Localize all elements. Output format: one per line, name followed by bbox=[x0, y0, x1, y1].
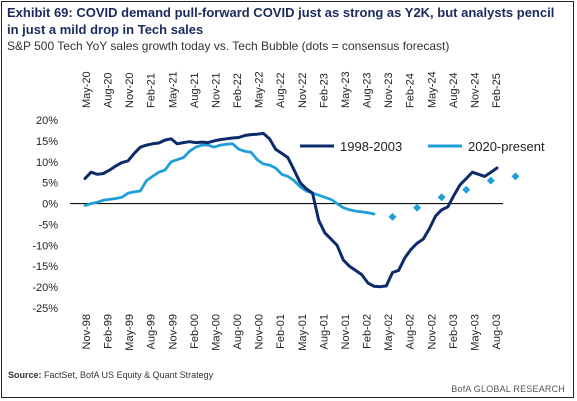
x-top-tick-label: May-23 bbox=[340, 71, 352, 108]
series-line-2020-present bbox=[83, 142, 376, 216]
y-tick-label: 5% bbox=[42, 178, 58, 190]
x-top-tick-label: Aug-22 bbox=[275, 73, 287, 108]
forecast-dot bbox=[462, 185, 471, 194]
x-top-tick-label: Nov-20 bbox=[124, 73, 136, 108]
y-tick-label: -20% bbox=[32, 282, 58, 294]
x-top-tick-label: Aug-23 bbox=[362, 73, 374, 108]
x-top-tick-label: Feb-24 bbox=[405, 73, 417, 108]
x-top-tick-label: Aug-21 bbox=[189, 73, 201, 108]
x-top-tick-label: Feb-23 bbox=[318, 73, 330, 108]
x-bottom-tick-label: May-00 bbox=[210, 314, 222, 351]
x-bottom-tick-label: May-02 bbox=[383, 314, 395, 351]
x-bottom-tick-label: Feb-99 bbox=[103, 314, 115, 349]
chart-subtitle: S&P 500 Tech YoY sales growth today vs. … bbox=[7, 39, 450, 53]
y-tick-label: -25% bbox=[32, 303, 58, 315]
forecast-dot bbox=[437, 193, 446, 202]
x-top-tick-label: May-24 bbox=[426, 71, 438, 108]
x-bottom-tick-label: Feb-03 bbox=[448, 314, 460, 349]
x-bottom-tick-label: Aug-02 bbox=[405, 314, 417, 349]
x-top-tick-label: Aug-24 bbox=[448, 73, 460, 108]
x-bottom-tick-label: Aug-00 bbox=[232, 314, 244, 349]
x-top-tick-label: May-21 bbox=[167, 71, 179, 108]
x-bottom-tick-label: Nov-98 bbox=[81, 314, 93, 349]
x-bottom-tick-label: Feb-00 bbox=[189, 314, 201, 349]
x-bottom-tick-label: Aug-03 bbox=[491, 314, 503, 349]
x-bottom-tick-label: Nov-01 bbox=[340, 314, 352, 349]
y-tick-label: 15% bbox=[36, 136, 58, 148]
x-bottom-tick-label: Nov-00 bbox=[254, 314, 266, 349]
forecast-dot bbox=[413, 203, 422, 212]
source-text: FactSet, BofA US Equity & Quant Strategy bbox=[44, 370, 214, 380]
legend-label-2020-present: 2020-present bbox=[468, 139, 545, 154]
x-bottom-tick-label: May-01 bbox=[297, 314, 309, 351]
forecast-dot bbox=[486, 176, 495, 185]
x-top-tick-label: Feb-21 bbox=[146, 73, 158, 108]
x-bottom-tick-label: Nov-02 bbox=[426, 314, 438, 349]
x-bottom-tick-label: Aug-99 bbox=[146, 314, 158, 349]
legend-label-1998-2003: 1998-2003 bbox=[340, 139, 402, 154]
x-top-tick-label: Feb-25 bbox=[491, 73, 503, 108]
x-top-tick-label: Aug-20 bbox=[103, 73, 115, 108]
y-tick-label: 10% bbox=[36, 157, 58, 169]
y-tick-label: -5% bbox=[38, 219, 58, 231]
chart-title: Exhibit 69: COVID demand pull-forward CO… bbox=[7, 5, 555, 37]
y-tick-label: 20% bbox=[36, 115, 58, 127]
series-line-1998-2003 bbox=[83, 131, 499, 289]
brand-label: BofA GLOBAL RESEARCH bbox=[451, 384, 565, 394]
forecast-dot bbox=[511, 172, 520, 181]
x-bottom-tick-label: Nov-99 bbox=[167, 314, 179, 349]
y-tick-label: 0% bbox=[42, 199, 58, 211]
y-tick-label: -15% bbox=[32, 261, 58, 273]
x-bottom-tick-label: Feb-01 bbox=[275, 314, 287, 349]
source-note: Source: FactSet, BofA US Equity & Quant … bbox=[8, 370, 213, 380]
x-top-tick-label: May-22 bbox=[254, 71, 266, 108]
x-top-tick-label: Feb-22 bbox=[232, 73, 244, 108]
x-bottom-tick-label: Feb-02 bbox=[362, 314, 374, 349]
x-top-tick-label: Nov-24 bbox=[469, 73, 481, 108]
x-top-tick-label: Nov-23 bbox=[383, 73, 395, 108]
x-bottom-tick-label: May-99 bbox=[124, 314, 136, 351]
x-top-tick-label: Nov-21 bbox=[210, 73, 222, 108]
forecast-dot bbox=[388, 212, 397, 221]
source-label: Source: bbox=[8, 370, 42, 380]
x-bottom-tick-label: Aug-01 bbox=[318, 314, 330, 349]
x-top-tick-label: May-20 bbox=[81, 71, 93, 108]
x-bottom-tick-label: May-03 bbox=[469, 314, 481, 351]
y-tick-label: -10% bbox=[32, 240, 58, 252]
x-top-tick-label: Nov-22 bbox=[297, 73, 309, 108]
